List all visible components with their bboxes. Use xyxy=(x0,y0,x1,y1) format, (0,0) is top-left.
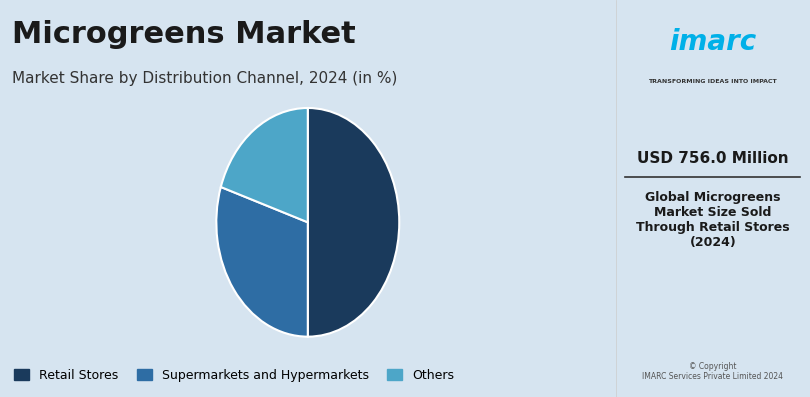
Legend: Retail Stores, Supermarkets and Hypermarkets, Others: Retail Stores, Supermarkets and Hypermar… xyxy=(9,364,459,387)
Text: imarc: imarc xyxy=(669,28,757,56)
Text: USD 756.0 Million: USD 756.0 Million xyxy=(637,151,789,166)
Text: Global Microgreens
Market Size Sold
Through Retail Stores
(2024): Global Microgreens Market Size Sold Thro… xyxy=(636,191,790,249)
Wedge shape xyxy=(308,108,399,337)
Text: Market Share by Distribution Channel, 2024 (in %): Market Share by Distribution Channel, 20… xyxy=(12,71,398,87)
Text: Microgreens Market: Microgreens Market xyxy=(12,20,356,49)
Text: TRANSFORMING IDEAS INTO IMPACT: TRANSFORMING IDEAS INTO IMPACT xyxy=(649,79,777,85)
Wedge shape xyxy=(216,187,308,337)
Text: © Copyright
IMARC Services Private Limited 2024: © Copyright IMARC Services Private Limit… xyxy=(642,362,783,381)
Wedge shape xyxy=(221,108,308,222)
